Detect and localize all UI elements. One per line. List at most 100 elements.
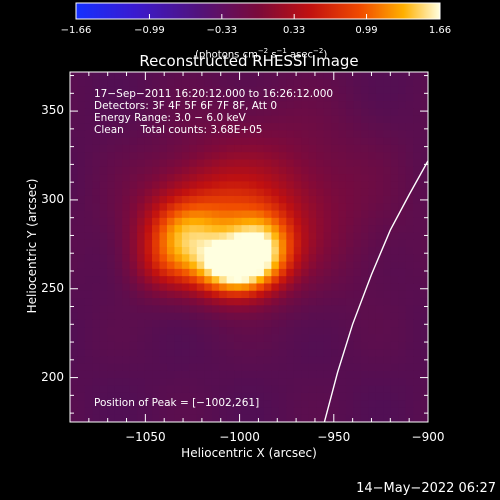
heatmap-cell xyxy=(368,195,377,204)
heatmap-cell xyxy=(77,276,86,285)
heatmap-cell xyxy=(256,298,265,306)
heatmap-cell xyxy=(271,174,280,182)
heatmap-cell xyxy=(159,144,168,153)
heatmap-cell xyxy=(293,254,302,263)
heatmap-cell xyxy=(196,144,205,153)
heatmap-cell xyxy=(211,276,220,285)
heatmap-cell xyxy=(114,115,123,124)
heatmap-cell xyxy=(413,356,422,365)
heatmap-cell xyxy=(144,144,153,153)
heatmap-cell xyxy=(219,195,228,204)
heatmap-cell xyxy=(405,312,414,321)
heatmap-cell xyxy=(144,181,153,190)
heatmap-cell xyxy=(211,363,220,372)
heatmap-cell xyxy=(99,123,108,131)
heatmap-cell xyxy=(189,305,198,314)
heatmap-cell xyxy=(137,363,146,372)
heatmap-cell xyxy=(293,378,302,387)
heatmap-cell xyxy=(278,188,287,197)
heatmap-cell xyxy=(211,225,220,234)
heatmap-cell xyxy=(99,392,108,401)
heatmap-cell xyxy=(375,247,384,255)
heatmap-cell xyxy=(413,283,422,292)
heatmap-cell xyxy=(286,86,295,95)
heatmap-cell xyxy=(293,414,302,422)
heatmap-cell xyxy=(226,276,235,285)
heatmap-cell xyxy=(70,93,79,102)
heatmap-cell xyxy=(166,144,176,153)
heatmap-cell xyxy=(293,174,302,182)
heatmap-cell xyxy=(122,327,131,336)
heatmap-cell xyxy=(137,232,146,241)
heatmap-cell xyxy=(70,276,79,285)
heatmap-cell xyxy=(144,115,153,124)
heatmap-cell xyxy=(211,210,220,219)
heatmap-cell xyxy=(219,261,228,270)
heatmap-cell xyxy=(129,166,138,175)
heatmap-cell xyxy=(249,137,258,146)
heatmap-cell xyxy=(204,181,213,190)
heatmap-cell xyxy=(70,414,79,422)
heatmap-cell xyxy=(293,188,302,197)
heatmap-cell xyxy=(278,400,287,409)
heatmap-cell xyxy=(286,414,295,422)
heatmap-cell xyxy=(293,195,302,204)
heatmap-cell xyxy=(204,327,213,336)
heatmap-cell xyxy=(241,254,250,263)
heatmap-cell xyxy=(174,385,183,394)
heatmap-cell xyxy=(70,79,79,88)
heatmap-cell xyxy=(383,159,392,168)
heatmap-cell xyxy=(84,283,93,292)
heatmap-cell xyxy=(107,137,116,146)
heatmap-cell xyxy=(84,319,93,328)
heatmap-cell xyxy=(166,290,176,299)
heatmap-cell xyxy=(70,319,79,328)
heatmap-cell xyxy=(204,101,213,110)
heatmap-cell xyxy=(211,144,220,153)
heatmap-cell xyxy=(286,268,295,277)
heatmap-cell xyxy=(286,407,295,416)
heatmap-cell xyxy=(308,159,317,168)
heatmap-cell xyxy=(353,79,362,88)
heatmap-cell xyxy=(84,261,93,270)
heatmap-cell xyxy=(301,247,310,255)
heatmap-cell xyxy=(70,181,79,190)
heatmap-cell xyxy=(316,239,325,248)
heatmap-cell xyxy=(174,290,183,299)
heatmap-cell xyxy=(189,356,198,365)
heatmap-cell xyxy=(92,130,101,139)
heatmap-cell xyxy=(181,72,190,80)
heatmap-cell xyxy=(196,174,205,182)
heatmap-cell xyxy=(152,319,161,328)
heatmap-cell xyxy=(92,152,101,161)
heatmap-cell xyxy=(383,378,392,387)
heatmap-cell xyxy=(234,298,243,306)
heatmap-cell xyxy=(390,276,399,285)
heatmap-cell xyxy=(331,210,340,219)
heatmap-cell xyxy=(129,195,138,204)
heatmap-cell xyxy=(375,327,384,336)
heatmap-cell xyxy=(398,123,407,131)
heatmap-cell xyxy=(323,370,332,379)
heatmap-cell xyxy=(137,86,146,95)
heatmap-cell xyxy=(249,334,258,343)
heatmap-cell xyxy=(107,130,116,139)
heatmap-cell xyxy=(204,166,213,175)
heatmap-cell xyxy=(219,334,228,343)
heatmap-cell xyxy=(92,356,101,365)
heatmap-cell xyxy=(249,152,258,161)
heatmap-cell xyxy=(338,174,347,182)
heatmap-cell xyxy=(152,392,161,401)
heatmap-cell xyxy=(99,108,108,117)
heatmap-cell xyxy=(316,276,325,285)
heatmap-cell xyxy=(129,290,138,299)
heatmap-cell xyxy=(286,378,295,387)
heatmap-cell xyxy=(234,305,243,314)
heatmap-cell xyxy=(99,86,108,95)
heatmap-cell xyxy=(70,370,79,379)
heatmap-cell xyxy=(122,188,131,197)
heatmap-cell xyxy=(420,261,428,270)
heatmap-cell xyxy=(286,334,295,343)
heatmap-cell xyxy=(405,174,414,182)
heatmap-cell xyxy=(383,305,392,314)
